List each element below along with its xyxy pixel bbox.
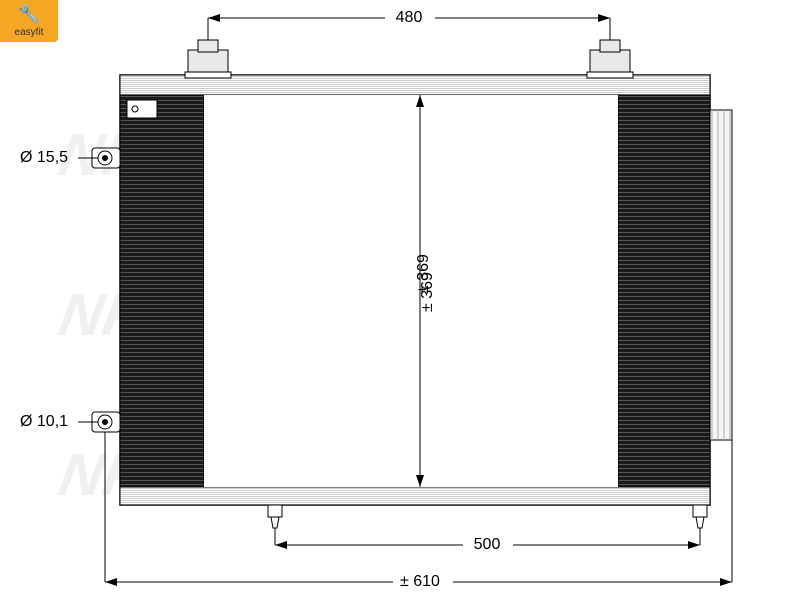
bottom-pin-right: [693, 505, 707, 528]
top-bracket-right: [587, 40, 633, 78]
left-fin-block: [120, 95, 204, 487]
bottom-rail: [120, 487, 710, 505]
lower-port-dia: Ø 10,1: [20, 413, 68, 430]
dim-bottom-inner: 500: [275, 528, 700, 553]
dim-top-width: 480: [208, 6, 610, 40]
dim-bottom-outer-value: ± 610: [400, 573, 440, 590]
dim-bottom-inner-value: 500: [474, 536, 501, 553]
top-bracket-left: [185, 40, 231, 78]
technical-drawing: 480 ± 369 ± 369 500 ± 610 Ø 15,5 Ø 10,1: [0, 0, 790, 600]
right-fin-block: [618, 95, 710, 487]
dim-top-width-value: 480: [396, 9, 423, 26]
side-receiver: [710, 110, 732, 440]
upper-port-dia: Ø 15,5: [20, 149, 68, 166]
center-panel: [204, 95, 618, 487]
bottom-pin-left: [268, 505, 282, 528]
dim-height-value: ± 369: [419, 272, 436, 312]
